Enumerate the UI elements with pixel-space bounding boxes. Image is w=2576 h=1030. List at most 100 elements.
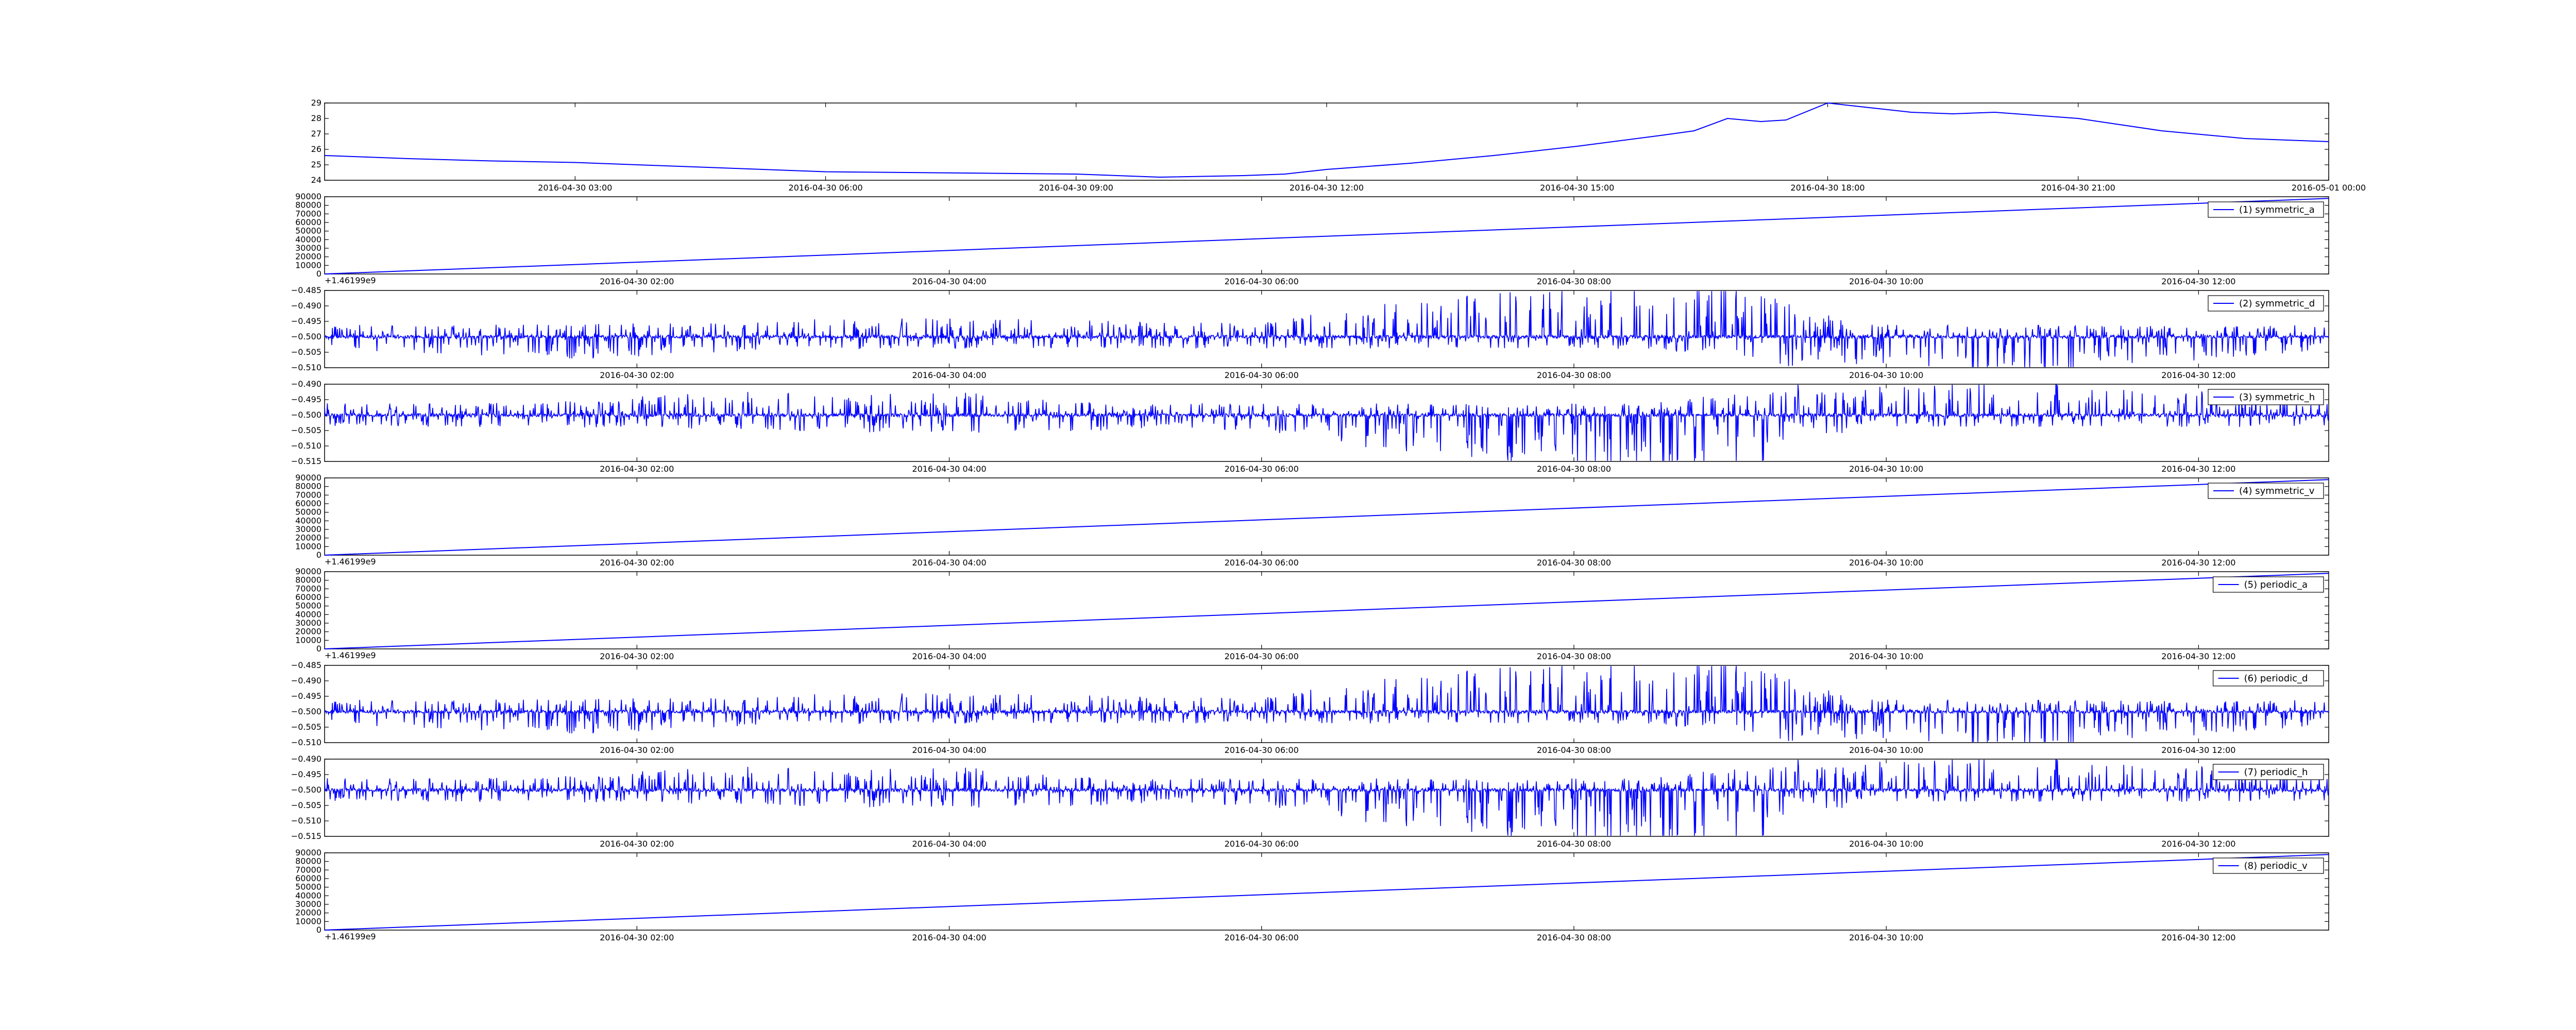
x-tick-label: 2016-04-30 04:00: [912, 933, 986, 942]
x-tick-label: 2016-04-30 12:00: [2161, 558, 2235, 568]
series-line: [324, 384, 2329, 461]
y-tick-label: 70000: [295, 583, 321, 593]
x-tick-label: 2016-04-30 08:00: [1537, 933, 1611, 942]
y-tick-label: 50000: [295, 882, 321, 892]
y-tick-label: 70000: [295, 490, 321, 500]
y-tick-label: −0.505: [291, 800, 321, 810]
x-tick-label: 2016-04-30 04:00: [912, 651, 986, 661]
legend-label: (5) periodic_a: [2244, 579, 2308, 590]
plot-area-frame: [324, 290, 2329, 368]
y-tick-label: 30000: [295, 524, 321, 534]
series-line: [324, 102, 2329, 178]
y-tick-label: 20000: [295, 533, 321, 543]
y-tick-label: −0.490: [291, 676, 321, 685]
y-tick-label: −0.505: [291, 722, 321, 732]
x-offset-label: +1.46199e9: [325, 932, 376, 941]
y-tick-label: 20000: [295, 252, 321, 262]
y-tick-label: 60000: [295, 499, 321, 508]
y-tick-label: 10000: [295, 635, 321, 645]
x-tick-label: 2016-04-30 06:00: [1225, 933, 1299, 942]
series-line: [324, 759, 2329, 836]
legend: (6) periodic_d: [2213, 670, 2324, 686]
y-tick-label: 10000: [295, 916, 321, 926]
y-tick-label: −0.515: [291, 456, 321, 466]
x-offset-label: +1.46199e9: [325, 557, 376, 566]
x-tick-label: 2016-04-30 02:00: [600, 839, 674, 849]
x-tick-label: 2016-04-30 12:00: [2161, 839, 2235, 849]
y-tick-label: 50000: [295, 507, 321, 517]
x-tick-label: 2016-04-30 04:00: [912, 745, 986, 755]
chart-panel-3: −0.510 −0.505 −0.500 −0.495 −0.490 −0.485 2016…: [291, 285, 2329, 380]
chart-panel-4: −0.515 −0.510 −0.505 −0.500 −0.495 −0.490 2016…: [291, 379, 2329, 474]
x-tick-label: 2016-04-30 18:00: [1790, 183, 1865, 193]
y-tick-label: 80000: [295, 856, 321, 866]
x-tick-label: 2016-04-30 10:00: [1849, 745, 1923, 755]
y-tick-label: 90000: [295, 192, 321, 201]
y-tick-label: −0.500: [291, 410, 321, 420]
x-tick-label: 2016-04-30 15:00: [1540, 183, 1614, 193]
y-tick-label: 70000: [295, 209, 321, 218]
chart-panel-1: 24 25 26 27 28 29 2016-04-30 03:00 2016-04-30 0…: [311, 98, 2366, 193]
y-tick-label: 0: [316, 644, 321, 654]
x-offset-label: +1.46199e9: [325, 276, 376, 285]
x-tick-label: 2016-04-30 08:00: [1537, 651, 1611, 661]
y-tick-label: −0.500: [291, 707, 321, 716]
y-tick-label: −0.505: [291, 347, 321, 357]
y-tick-label: 80000: [295, 200, 321, 210]
y-tick-label: 40000: [295, 890, 321, 900]
x-tick-label: 2016-04-30 06:00: [1225, 651, 1299, 661]
x-tick-label: 2016-04-30 03:00: [538, 183, 612, 193]
y-tick-label: −0.485: [291, 660, 321, 670]
y-tick-label: 24: [311, 175, 321, 185]
y-tick-label: −0.485: [291, 285, 321, 295]
chart-panel-2: 0100002000030000400005000060000700008000…: [295, 192, 2329, 286]
x-tick-label: 2016-04-30 06:00: [1225, 277, 1299, 286]
x-tick-label: 2016-04-30 08:00: [1537, 370, 1611, 380]
chart-panel-8: −0.515 −0.510 −0.505 −0.500 −0.495 −0.490 2016…: [291, 754, 2329, 849]
y-tick-label: −0.495: [291, 691, 321, 701]
x-tick-label: 2016-04-30 12:00: [2161, 651, 2235, 661]
x-tick-label: 2016-04-30 02:00: [600, 464, 674, 474]
x-tick-label: 2016-04-30 08:00: [1537, 839, 1611, 849]
y-tick-label: 29: [311, 98, 321, 108]
y-tick-label: 10000: [295, 260, 321, 270]
x-tick-label: 2016-04-30 06:00: [1225, 745, 1299, 755]
x-tick-label: 2016-04-30 02:00: [600, 651, 674, 661]
x-tick-label: 2016-04-30 12:00: [2161, 745, 2235, 755]
x-tick-label: 2016-04-30 04:00: [912, 370, 986, 380]
plot-area-frame: [324, 759, 2329, 837]
plot-area-frame: [324, 384, 2329, 462]
legend-label: (2) symmetric_d: [2239, 298, 2315, 309]
chart-panel-6: 0100002000030000400005000060000700008000…: [295, 566, 2329, 661]
legend: (5) periodic_a: [2213, 576, 2324, 593]
plot-area-frame: [324, 665, 2329, 743]
x-offset-label: +1.46199e9: [325, 650, 376, 660]
x-tick-label: 2016-04-30 12:00: [2161, 370, 2235, 380]
y-tick-label: 30000: [295, 618, 321, 628]
y-tick-label: −0.495: [291, 316, 321, 326]
x-tick-label: 2016-04-30 08:00: [1537, 464, 1611, 474]
x-tick-label: 2016-04-30 02:00: [600, 933, 674, 942]
y-tick-label: 25: [311, 160, 321, 169]
y-tick-label: 90000: [295, 848, 321, 857]
x-tick-label: 2016-04-30 06:00: [1225, 839, 1299, 849]
y-tick-label: −0.495: [291, 769, 321, 779]
x-tick-label: 2016-04-30 21:00: [2041, 183, 2115, 193]
y-tick-label: 0: [316, 269, 321, 279]
x-tick-label: 2016-04-30 10:00: [1849, 464, 1923, 474]
x-tick-label: 2016-05-01 00:00: [2292, 183, 2366, 193]
x-tick-label: 2016-04-30 08:00: [1537, 277, 1611, 286]
y-tick-label: 27: [311, 129, 321, 139]
y-tick-label: 20000: [295, 908, 321, 918]
y-tick-label: 90000: [295, 566, 321, 576]
y-tick-label: 40000: [295, 609, 321, 619]
x-tick-label: 2016-04-30 10:00: [1849, 651, 1923, 661]
legend: (2) symmetric_d: [2208, 295, 2324, 312]
x-tick-label: 2016-04-30 02:00: [600, 745, 674, 755]
chart-panel-7: −0.510 −0.505 −0.500 −0.495 −0.490 −0.485 2016…: [291, 660, 2329, 755]
plot-area-frame: [324, 102, 2329, 181]
y-tick-label: 50000: [295, 226, 321, 236]
x-tick-label: 2016-04-30 10:00: [1849, 839, 1923, 849]
y-tick-label: 60000: [295, 217, 321, 227]
